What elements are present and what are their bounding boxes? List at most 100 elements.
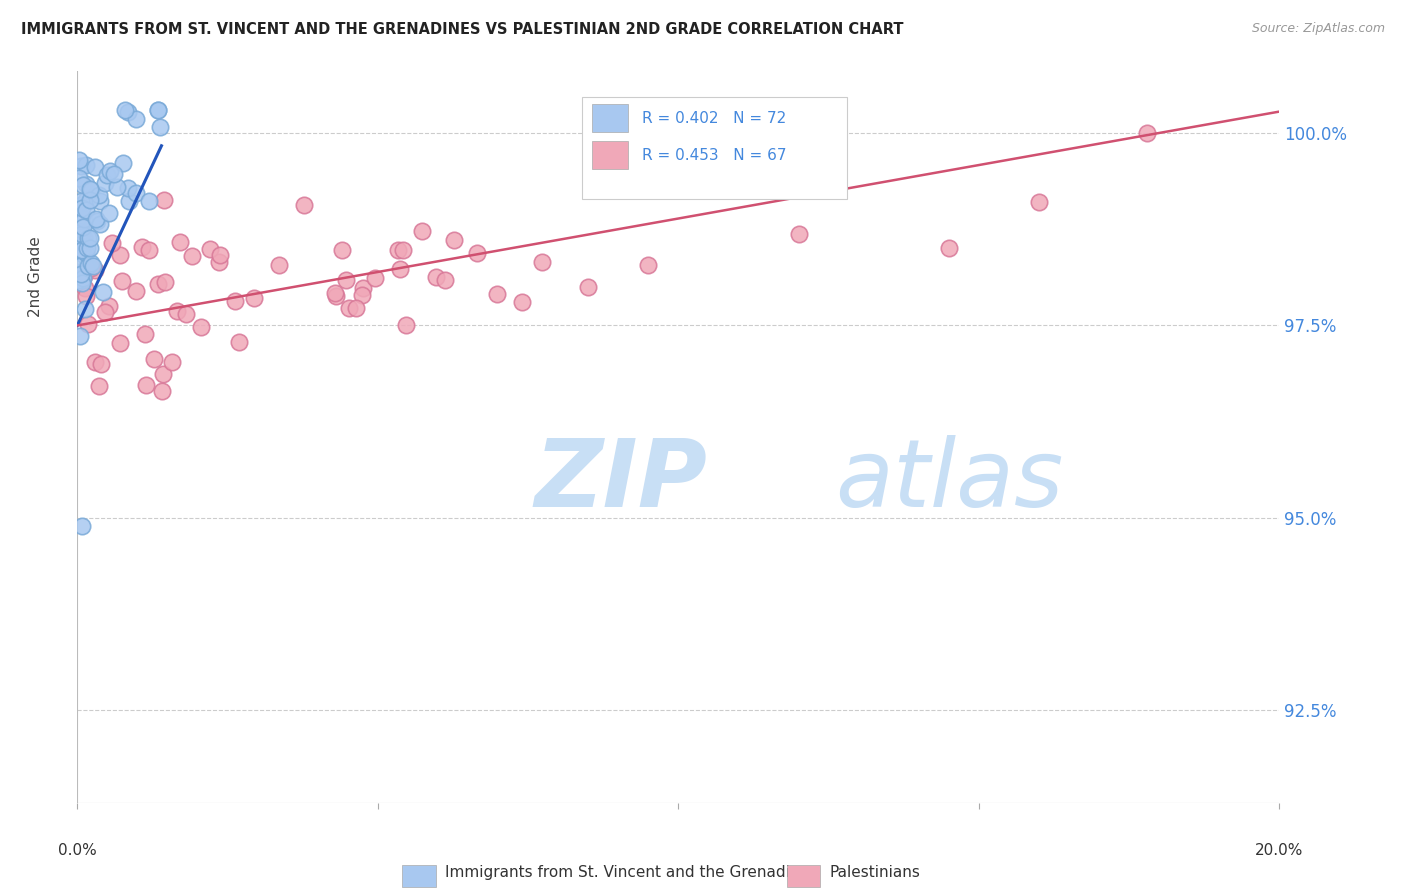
Point xyxy=(70,277,93,291)
Point xyxy=(67,170,90,185)
Point xyxy=(89,194,111,208)
Point xyxy=(443,233,465,247)
Point xyxy=(70,201,93,215)
Point xyxy=(96,168,118,182)
Point xyxy=(125,112,148,127)
Point xyxy=(125,284,148,298)
Point xyxy=(224,293,246,308)
Text: 2nd Grade: 2nd Grade xyxy=(28,235,42,317)
FancyBboxPatch shape xyxy=(592,141,628,169)
Point xyxy=(90,357,112,371)
Point xyxy=(70,243,93,257)
Point xyxy=(73,229,96,244)
Point xyxy=(169,235,191,249)
Point xyxy=(135,378,157,392)
Point xyxy=(69,194,91,208)
Point xyxy=(114,103,136,117)
Point xyxy=(1028,195,1050,210)
Point xyxy=(72,219,94,234)
Point xyxy=(98,163,121,178)
Point xyxy=(243,291,266,305)
FancyBboxPatch shape xyxy=(786,865,820,887)
Point xyxy=(93,176,115,190)
Point xyxy=(79,182,101,196)
Point xyxy=(117,104,139,119)
Point xyxy=(352,281,374,295)
Point xyxy=(75,177,97,191)
Point xyxy=(70,224,93,238)
Point xyxy=(531,255,554,269)
Point xyxy=(510,295,533,310)
Point xyxy=(138,243,160,257)
Point xyxy=(77,231,100,245)
Point xyxy=(75,158,97,172)
Point xyxy=(69,267,91,281)
Point xyxy=(112,155,135,169)
Point xyxy=(80,183,103,197)
Point xyxy=(70,272,93,286)
Point xyxy=(69,198,91,212)
Text: Source: ZipAtlas.com: Source: ZipAtlas.com xyxy=(1251,22,1385,36)
Point xyxy=(208,248,231,262)
Point xyxy=(146,277,169,291)
Point xyxy=(91,285,114,300)
Point xyxy=(79,193,101,207)
Point xyxy=(98,206,121,220)
Point xyxy=(180,249,202,263)
Point xyxy=(80,260,103,275)
Text: 0.0%: 0.0% xyxy=(58,843,97,858)
Point xyxy=(73,302,96,317)
FancyBboxPatch shape xyxy=(582,97,846,200)
Point xyxy=(131,240,153,254)
Point xyxy=(387,244,409,258)
FancyBboxPatch shape xyxy=(592,104,628,132)
Point xyxy=(149,120,172,134)
Text: Palestinians: Palestinians xyxy=(830,864,921,880)
Point xyxy=(86,212,108,227)
Point xyxy=(67,212,90,227)
Point xyxy=(160,354,183,368)
Text: R = 0.453   N = 67: R = 0.453 N = 67 xyxy=(643,148,787,163)
Point xyxy=(84,263,107,277)
Point xyxy=(142,351,165,366)
Point xyxy=(72,235,94,250)
Point xyxy=(146,103,169,117)
Point xyxy=(108,335,131,350)
Point xyxy=(76,242,98,256)
Point xyxy=(938,242,960,256)
Point xyxy=(228,335,250,350)
Point xyxy=(637,258,659,272)
Point xyxy=(198,242,221,256)
Point xyxy=(118,194,141,208)
Point xyxy=(77,317,100,331)
Point xyxy=(79,231,101,245)
Point xyxy=(69,259,91,273)
Point xyxy=(323,285,346,300)
Point xyxy=(69,329,91,343)
Point xyxy=(87,187,110,202)
Point xyxy=(105,180,128,194)
Point xyxy=(66,272,89,286)
Point xyxy=(125,186,148,201)
Point xyxy=(73,268,96,283)
Point xyxy=(98,299,121,313)
Point xyxy=(332,244,354,258)
Text: ZIP: ZIP xyxy=(534,435,707,527)
Point xyxy=(67,210,90,224)
Text: IMMIGRANTS FROM ST. VINCENT AND THE GRENADINES VS PALESTINIAN 2ND GRADE CORRELAT: IMMIGRANTS FROM ST. VINCENT AND THE GREN… xyxy=(21,22,904,37)
Point xyxy=(486,287,509,301)
Point xyxy=(208,255,231,269)
FancyBboxPatch shape xyxy=(402,865,436,887)
Point xyxy=(174,308,197,322)
Point xyxy=(70,244,93,258)
Point xyxy=(72,227,94,241)
Point xyxy=(100,236,122,251)
Point xyxy=(70,243,93,257)
Point xyxy=(70,518,93,533)
Point xyxy=(73,211,96,226)
Point xyxy=(388,262,411,277)
Point xyxy=(576,280,599,294)
Point xyxy=(153,194,176,208)
Point xyxy=(73,248,96,262)
Point xyxy=(350,288,373,302)
